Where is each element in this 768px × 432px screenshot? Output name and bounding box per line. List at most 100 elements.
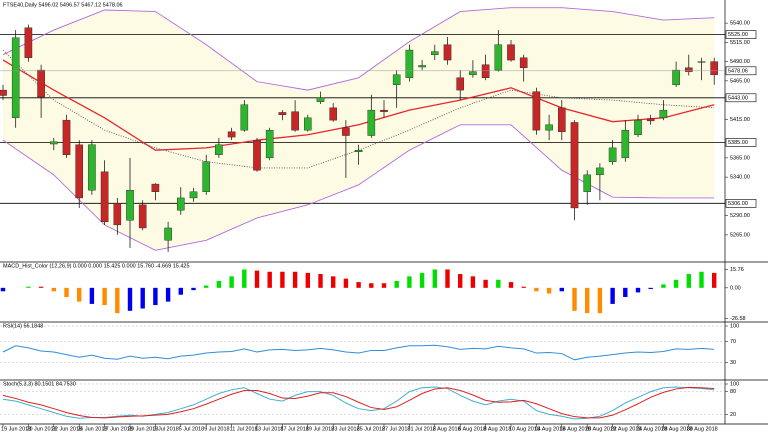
x-tick-label: 26 Jun 2018 — [77, 426, 107, 432]
indicator-line — [2, 386, 715, 419]
histogram-bar — [318, 274, 323, 288]
candle-body — [189, 191, 198, 199]
indicator-line — [2, 386, 715, 420]
candle-body — [431, 51, 439, 55]
candle-body — [418, 65, 426, 68]
histogram-bar — [559, 287, 564, 292]
histogram-bar — [546, 287, 552, 294]
x-tick-label: 5 Jul 2018 — [179, 426, 204, 432]
histogram-bar — [623, 287, 628, 298]
candle-body — [24, 27, 33, 58]
panel-title: FTSE40,Daily 5496.02 5496.57 5467.12 547… — [3, 2, 123, 8]
panel-title: MACD_Hist_Color (12,26,9) 0.000 0.000 15… — [3, 263, 190, 269]
candle-body — [519, 57, 528, 68]
x-tick-label: 20 Aug 2018 — [585, 426, 616, 432]
histogram-bar — [305, 272, 310, 288]
histogram-bar — [661, 284, 666, 288]
candle-body — [316, 97, 325, 102]
x-tick-label: 22 Jun 2018 — [52, 426, 82, 432]
candle-body — [469, 71, 477, 75]
x-tick-label: 14 Aug 2018 — [534, 426, 565, 432]
x-tick-label: 25 Jul 2018 — [357, 426, 385, 432]
x-tick-label: 3 Jul 2018 — [153, 426, 178, 432]
candle-body — [443, 44, 452, 61]
histogram-bar — [521, 286, 526, 288]
histogram-bar — [534, 287, 539, 292]
histogram-bar — [191, 287, 196, 291]
histogram-bar — [356, 282, 361, 288]
candle-body — [354, 149, 363, 152]
candle-body — [62, 119, 71, 155]
histogram-bar — [115, 287, 120, 314]
candle-body — [176, 197, 185, 211]
histogram-bar — [369, 283, 374, 288]
x-tick-label: 31 Jul 2018 — [407, 426, 435, 432]
candle-body — [685, 67, 693, 72]
candle-body — [583, 174, 591, 192]
overlay-line — [2, 7, 715, 91]
histogram-bar — [432, 269, 437, 288]
candle-body — [342, 127, 350, 136]
level-label: 5443.00 — [728, 95, 748, 101]
candle-body — [646, 118, 655, 122]
histogram-bar — [610, 287, 615, 304]
candle-body — [672, 69, 680, 85]
y-tick-label: -26.58 — [730, 316, 746, 322]
level-label-box — [725, 30, 757, 39]
histogram-bar — [178, 287, 183, 295]
x-tick-label: 23 Jul 2018 — [331, 426, 359, 432]
last-price-box — [725, 66, 757, 76]
histogram-bar — [0, 287, 6, 292]
level-label: 5525.00 — [728, 32, 748, 38]
candle-body — [710, 61, 718, 75]
x-tick-label: 27 Jul 2018 — [382, 426, 410, 432]
candle-body — [481, 64, 490, 78]
x-tick-label: 9 Jul 2018 — [204, 426, 229, 432]
candle-body — [253, 139, 261, 171]
candle-body — [697, 61, 706, 63]
candle-body — [240, 104, 249, 131]
x-tick-label: 28 Aug 2018 — [661, 426, 692, 432]
candle-body — [494, 44, 503, 71]
candle-body — [37, 69, 45, 98]
x-tick-label: 11 Jul 2018 — [230, 426, 258, 432]
histogram-bar — [216, 280, 222, 288]
y-tick-label: 5340.00 — [730, 175, 750, 181]
histogram-bar — [64, 287, 69, 298]
candle-body — [265, 129, 274, 159]
x-tick-label: 29 Jun 2018 — [128, 426, 158, 432]
candle-body — [545, 124, 553, 131]
candle-body — [558, 107, 566, 132]
level-label: 5306.00 — [728, 201, 748, 207]
x-tick-label: 2 Aug 2018 — [433, 426, 461, 432]
candle-body — [621, 129, 630, 159]
candle-body — [596, 167, 604, 176]
histogram-bar — [686, 274, 691, 288]
candle-body — [278, 112, 287, 115]
histogram-bar — [585, 287, 590, 314]
candle-body — [634, 119, 642, 135]
histogram-bar — [127, 287, 133, 311]
y-tick-label: 5465.00 — [730, 78, 750, 84]
histogram-bar — [242, 269, 247, 288]
histogram-bar — [673, 279, 679, 288]
candle-body — [11, 37, 20, 119]
candle-body — [291, 111, 299, 131]
candle-body — [659, 109, 668, 119]
candle-body — [367, 109, 376, 136]
candle-body — [456, 77, 465, 91]
x-tick-label: 16 Aug 2018 — [560, 426, 591, 432]
x-tick-label: 27 Jun 2018 — [103, 426, 133, 432]
candle-body — [570, 122, 579, 209]
candle-body — [151, 183, 160, 192]
candle-body — [0, 89, 7, 96]
histogram-bar — [419, 272, 425, 288]
histogram-bar — [254, 270, 260, 288]
x-tick-label: 17 Jul 2018 — [280, 426, 308, 432]
x-tick-label: 30 Aug 2018 — [687, 426, 718, 432]
histogram-bar — [394, 280, 399, 288]
y-tick-label: 20 — [730, 412, 736, 418]
histogram-bar — [89, 287, 95, 304]
histogram-bar — [140, 287, 145, 309]
